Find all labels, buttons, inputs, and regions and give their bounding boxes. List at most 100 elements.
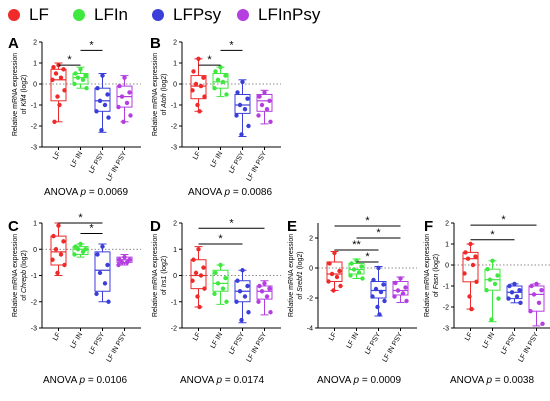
y-tick-label-a: -1 [31, 103, 37, 110]
ylabel-e: Relative mRNA expression of Srebf1 (log2) [288, 234, 304, 317]
box-e [370, 281, 387, 299]
chart-panel-d: Relative mRNA expression of Irs1 (log2) -2… [152, 217, 281, 364]
data-point-a [53, 71, 59, 76]
anova-value-a: 0.0069 [97, 187, 129, 198]
ylabel-f: Relative mRNA expression of Fasn (log2) [424, 234, 440, 317]
legend-item-lfinpsy: LFInPsy [237, 5, 320, 25]
data-point-c [95, 252, 100, 257]
data-point-a [73, 71, 78, 76]
y-tick-label-c: -2 [31, 299, 37, 306]
anova-value-e: 0.0009 [370, 375, 402, 386]
data-point-d [190, 278, 195, 283]
data-point-d [268, 310, 273, 315]
data-point-d [245, 283, 250, 289]
box-b [234, 94, 251, 114]
data-point-f [495, 273, 500, 278]
box-d [256, 285, 273, 300]
data-point-b [196, 56, 201, 61]
data-point-f [540, 321, 545, 326]
data-point-a [83, 73, 88, 78]
data-point-f [492, 281, 498, 287]
data-point-d [267, 286, 272, 291]
y-tick-label-f: 1 [445, 242, 449, 249]
x-tick-label-e: LF IN [346, 332, 361, 350]
data-point-a [75, 75, 81, 80]
anova-eq-b: = [230, 187, 242, 198]
data-point-b [262, 90, 267, 95]
chart-panel-c: Relative mRNA expression of Chrepb (log2)… [12, 212, 141, 364]
data-point-d [191, 257, 196, 262]
ylabel-line2-b: of Atoh (log2) [161, 73, 168, 115]
ylabel-pre-b: of [161, 108, 168, 116]
data-point-c [94, 291, 99, 297]
box-d [212, 269, 229, 292]
data-point-e [338, 283, 343, 289]
data-point-e [395, 288, 401, 293]
ylabel-line1-e: Relative mRNA expression [288, 234, 295, 317]
data-point-b [220, 79, 226, 85]
data-point-c [102, 281, 108, 286]
data-point-d [196, 247, 201, 252]
ylabel-pre-d: of [161, 287, 168, 295]
anova-label-c: ANOVA p = 0.0106 [43, 375, 127, 386]
data-point-d [246, 310, 251, 315]
ylabel-pre-a: of [21, 107, 28, 115]
y-tick-label-f: -3 [443, 326, 449, 333]
box-c [94, 251, 111, 292]
data-point-a [105, 92, 110, 97]
data-point-d [202, 286, 207, 291]
data-point-b [197, 109, 202, 114]
y-tick-label-b: -1 [171, 103, 177, 110]
data-point-f [514, 294, 520, 299]
data-point-e [376, 265, 381, 271]
legend-label-lfin: LFIn [94, 5, 129, 24]
data-point-e [332, 250, 337, 256]
y-tick-label-c: -1 [31, 273, 37, 280]
data-point-a [124, 100, 130, 106]
data-point-e [400, 291, 406, 296]
y-tick-label-f: -1 [443, 284, 449, 291]
data-point-a [106, 115, 111, 120]
box-b [190, 75, 207, 100]
y-tick-label-d: 1 [173, 247, 177, 254]
x-tick-label-a: LF [52, 151, 62, 162]
data-point-f [506, 296, 511, 301]
ylabel-post-d: (log2) [161, 256, 168, 276]
anova-prefix-f: ANOVA [450, 375, 487, 386]
data-point-b [213, 69, 218, 74]
data-point-c [62, 262, 67, 268]
data-point-e [404, 298, 409, 304]
sig-label-f: * [501, 214, 506, 226]
data-point-c [56, 223, 61, 228]
sig-label-e: ** [352, 239, 361, 251]
ylabel-line1-c: Relative mRNA expression [12, 234, 19, 317]
chart-panel-f: Relative mRNA expression of Fasn (log2) -3… [424, 214, 550, 364]
legend-item-lf: LF [8, 5, 49, 25]
y-tick-label-f: 0 [445, 263, 449, 270]
box-a [72, 73, 89, 85]
data-point-a [100, 73, 105, 78]
y-tick-label-a: 2 [33, 40, 37, 47]
data-point-c [119, 260, 125, 265]
data-point-e [371, 277, 376, 283]
data-point-b [198, 83, 204, 89]
data-point-b [218, 65, 223, 70]
anova-eq-a: = [86, 187, 98, 198]
legend-swatch-lfin [73, 9, 85, 21]
data-point-a [95, 86, 100, 91]
anova-p-symbol-a: p [80, 187, 87, 198]
sig-label-e: * [365, 251, 370, 263]
x-tick-label-a: LF PSY [88, 150, 106, 175]
data-point-f [509, 290, 515, 295]
x-tick-label-b: LF IN [210, 151, 225, 169]
anova-label-d: ANOVA p = 0.0174 [180, 375, 264, 386]
data-point-e [327, 261, 332, 266]
data-point-a [117, 83, 122, 89]
x-tick-label-c: LF [52, 332, 62, 343]
x-tick-label-a: LF IN [70, 151, 85, 169]
data-point-a [116, 104, 121, 110]
data-point-b [224, 92, 229, 97]
data-point-a [72, 81, 77, 87]
sig-label-c: * [78, 212, 83, 224]
data-point-e [331, 288, 336, 293]
